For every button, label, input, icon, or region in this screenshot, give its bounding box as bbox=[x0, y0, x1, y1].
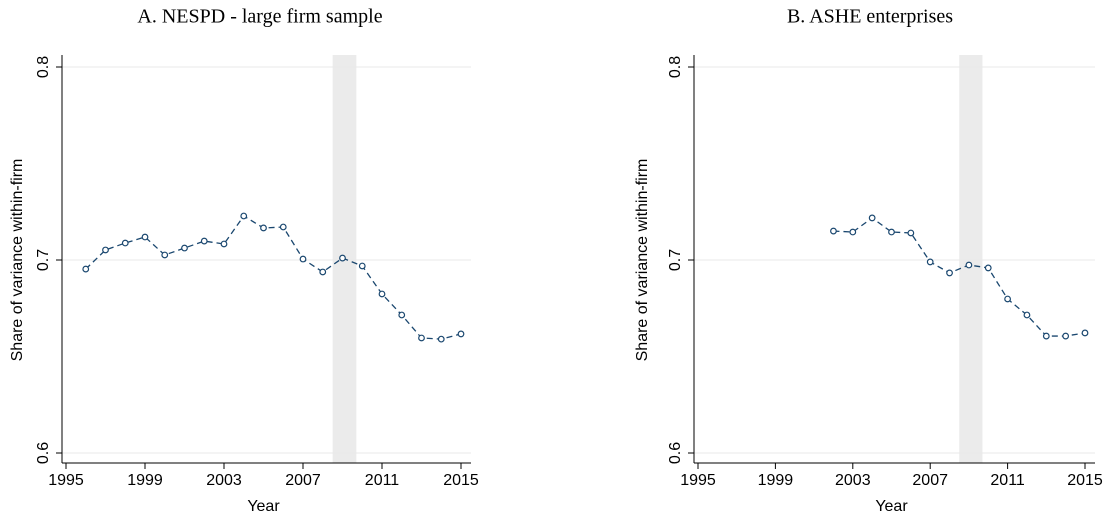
x-axis-label: Year bbox=[875, 498, 908, 515]
data-point bbox=[1062, 332, 1070, 340]
x-tick-label: 2011 bbox=[365, 472, 400, 489]
y-tick-label: 0.6 bbox=[35, 442, 52, 464]
data-point bbox=[946, 269, 953, 277]
data-point bbox=[830, 227, 837, 235]
data-point bbox=[319, 268, 327, 276]
data-point bbox=[240, 212, 248, 220]
y-tick-label: 0.7 bbox=[667, 249, 684, 271]
data-point bbox=[378, 290, 386, 298]
data-point bbox=[965, 261, 973, 269]
data-line bbox=[833, 217, 1086, 337]
y-tick-label: 0.7 bbox=[35, 249, 52, 271]
data-point bbox=[457, 330, 465, 338]
x-tick-label: 2007 bbox=[912, 472, 948, 489]
x-tick-label: 1999 bbox=[758, 472, 794, 489]
x-tick-label: 1995 bbox=[48, 472, 84, 489]
data-point bbox=[121, 239, 129, 247]
data-point bbox=[102, 246, 109, 254]
data-point bbox=[1081, 329, 1089, 337]
data-point bbox=[1023, 311, 1031, 319]
data-point bbox=[181, 244, 188, 252]
chart-title: A. NESPD - large firm sample bbox=[137, 6, 382, 28]
data-point bbox=[907, 229, 915, 237]
y-axis-label: Share of variance within-firm bbox=[9, 159, 26, 362]
data-point bbox=[161, 251, 169, 259]
x-tick-label: 2003 bbox=[835, 472, 871, 489]
x-tick-label: 1995 bbox=[680, 472, 716, 489]
x-tick-label: 2015 bbox=[443, 472, 479, 489]
data-point bbox=[984, 264, 992, 272]
x-tick-label: 2011 bbox=[990, 472, 1025, 489]
data-point bbox=[849, 228, 857, 236]
data-point bbox=[437, 335, 445, 343]
data-point bbox=[82, 265, 90, 273]
y-tick-label: 0.8 bbox=[35, 56, 52, 78]
x-tick-label: 1999 bbox=[127, 472, 163, 489]
data-point bbox=[418, 334, 425, 342]
data-point bbox=[1042, 332, 1050, 340]
data-point bbox=[358, 262, 366, 270]
chart-title: B. ASHE enterprises bbox=[787, 6, 953, 28]
x-tick-label: 2003 bbox=[206, 472, 242, 489]
data-point bbox=[200, 237, 208, 245]
data-point bbox=[279, 223, 287, 231]
x-axis-label: Year bbox=[247, 498, 280, 515]
data-point bbox=[926, 258, 934, 266]
y-axis-label: Share of variance within-firm bbox=[634, 159, 651, 362]
data-point bbox=[260, 224, 267, 232]
data-point bbox=[339, 254, 346, 262]
y-tick-label: 0.8 bbox=[667, 56, 684, 78]
data-point bbox=[220, 240, 228, 248]
shaded-span bbox=[959, 55, 983, 463]
data-point bbox=[398, 311, 406, 319]
data-point bbox=[299, 255, 307, 263]
x-tick-label: 2007 bbox=[285, 472, 321, 489]
data-point bbox=[141, 233, 149, 241]
data-point bbox=[1004, 295, 1011, 303]
y-tick-label: 0.6 bbox=[667, 442, 684, 464]
data-line bbox=[85, 215, 462, 340]
data-point bbox=[868, 214, 876, 222]
x-tick-label: 2015 bbox=[1067, 472, 1103, 489]
data-point bbox=[888, 228, 895, 236]
